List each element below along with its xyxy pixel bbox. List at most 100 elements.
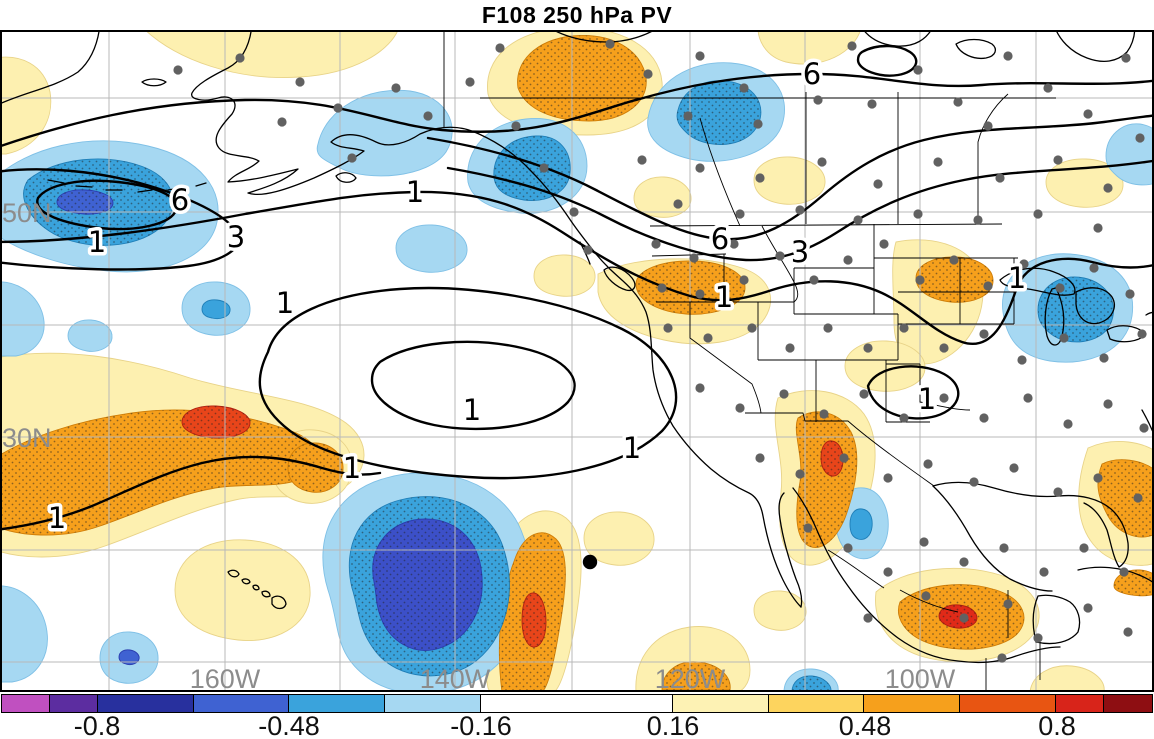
station-dot xyxy=(695,163,705,173)
station-dot xyxy=(235,53,245,63)
contour-value-label: 6 xyxy=(803,57,821,91)
station-dot xyxy=(883,473,893,483)
station-dot xyxy=(663,323,673,333)
station-dot xyxy=(1023,393,1033,403)
coastline xyxy=(932,481,1129,568)
station-dot xyxy=(939,393,949,403)
station-dot xyxy=(973,215,983,225)
station-dot xyxy=(899,323,909,333)
station-dot xyxy=(999,543,1009,553)
station-dot xyxy=(1125,289,1135,299)
colorbar-segment xyxy=(385,695,482,712)
stipple-overlay xyxy=(916,256,994,303)
station-dot xyxy=(1003,51,1013,61)
pv-contour-line xyxy=(446,159,1154,262)
longitude-label: 140W xyxy=(420,664,491,692)
shaded-anomaly-region xyxy=(844,340,926,392)
station-dot xyxy=(913,209,923,219)
shaded-anomaly-region xyxy=(0,56,52,155)
shaded-anomaly-region xyxy=(753,156,826,205)
station-dot xyxy=(933,157,943,167)
station-dot xyxy=(739,83,749,93)
pv-contour-line xyxy=(36,179,178,231)
station-dot xyxy=(1083,109,1093,119)
coastline xyxy=(1044,287,1065,346)
coastline xyxy=(1077,566,1154,584)
station-dot xyxy=(605,39,615,49)
station-dot xyxy=(795,205,805,215)
station-dot xyxy=(843,543,853,553)
station-dot xyxy=(1017,355,1027,365)
stipple-overlay xyxy=(939,604,977,629)
colorbar-tick-label: -0.8 xyxy=(73,711,121,739)
coastline xyxy=(932,485,1053,592)
shaded-anomaly-region xyxy=(1045,158,1124,208)
contour-value-label: 1 xyxy=(623,431,641,465)
station-dot xyxy=(673,199,683,209)
station-dot xyxy=(979,329,989,339)
political-border xyxy=(827,549,1041,692)
contour-value-label: 3 xyxy=(227,220,245,254)
station-dot xyxy=(753,119,763,129)
station-dot xyxy=(1099,353,1109,363)
coastline xyxy=(1032,594,1081,645)
colorbar-segment xyxy=(1104,695,1152,712)
station-dot xyxy=(843,255,853,265)
shaded-anomaly-region xyxy=(633,176,692,218)
contour-value-label: 1 xyxy=(88,225,106,259)
chart-title: F108 250 hPa PV xyxy=(481,2,673,28)
station-dot xyxy=(695,51,705,61)
contour-value-label: 1 xyxy=(918,382,936,416)
station-dot xyxy=(173,65,183,75)
shaded-anomaly-region xyxy=(395,224,468,273)
station-dot xyxy=(703,333,713,343)
station-dot xyxy=(1093,223,1103,233)
station-dot xyxy=(1121,53,1131,63)
station-dot xyxy=(1043,83,1053,93)
coastline xyxy=(141,78,167,87)
contour-value-label: 1 xyxy=(715,280,733,314)
station-dot xyxy=(1053,155,1063,165)
coastline xyxy=(955,38,997,60)
station-dot xyxy=(839,453,849,463)
station-dot xyxy=(863,613,873,623)
map-frame xyxy=(0,30,1154,692)
station-dot xyxy=(919,537,929,547)
station-dot xyxy=(295,77,305,87)
station-dot xyxy=(423,111,433,121)
station-dot xyxy=(1003,599,1013,609)
station-dot xyxy=(953,97,963,107)
station-dot xyxy=(779,389,789,399)
coastline xyxy=(137,189,153,193)
pv-contour-line xyxy=(426,114,1154,241)
shaded-anomaly-region xyxy=(0,281,45,357)
coastline xyxy=(1055,30,1136,63)
shaded-anomaly-region xyxy=(201,299,231,320)
contour-value-label: 1 xyxy=(1008,261,1026,295)
coastline xyxy=(191,30,802,608)
station-dot xyxy=(511,121,521,131)
station-dot xyxy=(657,283,667,293)
station-dot xyxy=(959,557,969,567)
station-dot xyxy=(949,255,959,265)
station-dot xyxy=(277,117,287,127)
station-dot xyxy=(637,155,647,165)
longitude-label: 160W xyxy=(190,664,261,692)
stipple-overlay xyxy=(182,405,250,439)
colorbar-segment xyxy=(864,695,961,712)
station-dot xyxy=(863,343,873,353)
station-dot xyxy=(1135,133,1145,143)
coastline xyxy=(241,578,251,585)
colorbar-segment xyxy=(2,695,50,712)
station-dot xyxy=(1093,473,1103,483)
map-area: 6 6 6 3 3 1 1 1 1 1 1 1 1 1 1 50N 30N 160W 140W 120W 100W xyxy=(0,30,1154,692)
station-dot xyxy=(923,459,933,469)
station-dot xyxy=(747,323,757,333)
political-border xyxy=(793,267,875,315)
station-dot xyxy=(809,275,819,285)
station-dot xyxy=(333,103,343,113)
station-dot xyxy=(729,239,739,249)
station-dot xyxy=(1083,603,1093,613)
station-dot xyxy=(1055,283,1065,293)
